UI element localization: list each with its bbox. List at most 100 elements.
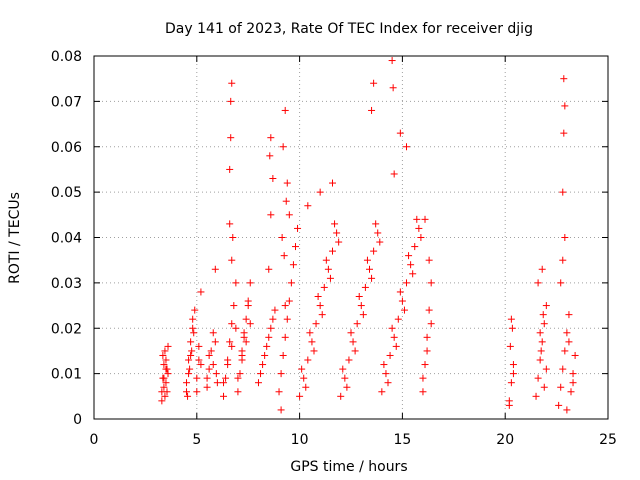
data-point (540, 320, 548, 328)
data-point (565, 311, 573, 319)
data-point (536, 329, 544, 337)
data-point (188, 347, 196, 355)
data-point (232, 279, 240, 287)
data-point (162, 365, 170, 373)
data-point (289, 261, 297, 269)
data-point (267, 324, 275, 332)
data-point (507, 379, 515, 387)
data-point (559, 256, 567, 264)
data-point (227, 97, 235, 105)
data-point (392, 342, 400, 350)
data-point (567, 388, 575, 396)
data-point (281, 333, 289, 341)
data-point (394, 315, 402, 323)
data-point (374, 229, 382, 237)
data-point (282, 197, 290, 205)
y-tick-label: 0.06 (51, 140, 82, 156)
data-point (563, 329, 571, 337)
data-point (559, 188, 567, 196)
data-point (161, 347, 169, 355)
x-tick-label: 0 (90, 432, 99, 448)
data-point (191, 306, 199, 314)
data-point (184, 392, 192, 400)
data-point (224, 361, 232, 369)
data-point (287, 279, 295, 287)
data-point (331, 220, 339, 228)
data-point (542, 302, 550, 310)
data-point (275, 388, 283, 396)
data-point (197, 361, 205, 369)
data-point (407, 261, 415, 269)
data-point (320, 283, 328, 291)
data-point (347, 329, 355, 337)
data-point (421, 361, 429, 369)
data-point (228, 320, 236, 328)
data-point (211, 338, 219, 346)
data-point (242, 338, 250, 346)
data-point (240, 329, 248, 337)
data-point (277, 370, 285, 378)
data-point (271, 306, 279, 314)
data-point (559, 365, 567, 373)
data-point (267, 211, 275, 219)
data-point (190, 329, 198, 337)
data-point (193, 388, 201, 396)
data-point (306, 329, 314, 337)
data-point (557, 383, 565, 391)
data-point (561, 347, 569, 355)
data-point (411, 243, 419, 251)
data-point (183, 388, 191, 396)
data-point (380, 361, 388, 369)
data-point (281, 302, 289, 310)
data-point (222, 374, 230, 382)
data-point (403, 143, 411, 151)
data-point (389, 84, 397, 92)
data-point (561, 102, 569, 110)
data-point (269, 315, 277, 323)
data-point (421, 215, 429, 223)
data-point (540, 383, 548, 391)
data-point (205, 365, 213, 373)
data-point (226, 165, 234, 173)
data-point (326, 274, 334, 282)
y-tick-label: 0.07 (51, 94, 82, 110)
y-tick-label: 0 (73, 412, 82, 428)
data-point (396, 129, 404, 137)
data-point (316, 188, 324, 196)
data-point (212, 370, 220, 378)
data-point (505, 401, 513, 409)
data-point (542, 365, 550, 373)
data-point (571, 351, 579, 359)
data-point (164, 342, 172, 350)
data-point (427, 279, 435, 287)
data-point (341, 374, 349, 382)
data-point (560, 129, 568, 137)
data-point (263, 342, 271, 350)
data-point (339, 365, 347, 373)
data-point (324, 265, 332, 273)
data-point (183, 379, 191, 387)
data-point (560, 75, 568, 83)
x-axis-label: GPS time / hours (290, 459, 407, 475)
data-point (345, 356, 353, 364)
data-point (211, 265, 219, 273)
data-point (390, 170, 398, 178)
data-point (396, 288, 404, 296)
data-point (283, 315, 291, 323)
data-point (328, 247, 336, 255)
data-point (370, 79, 378, 87)
data-point (355, 292, 363, 300)
data-point (265, 333, 273, 341)
data-point (376, 238, 384, 246)
data-point (232, 324, 240, 332)
data-point (316, 302, 324, 310)
x-tick-label: 25 (599, 432, 617, 448)
data-point (359, 311, 367, 319)
data-point (537, 347, 545, 355)
data-point (294, 224, 302, 232)
data-point (277, 406, 285, 414)
data-point (195, 342, 203, 350)
data-point (209, 361, 217, 369)
data-point (220, 379, 228, 387)
